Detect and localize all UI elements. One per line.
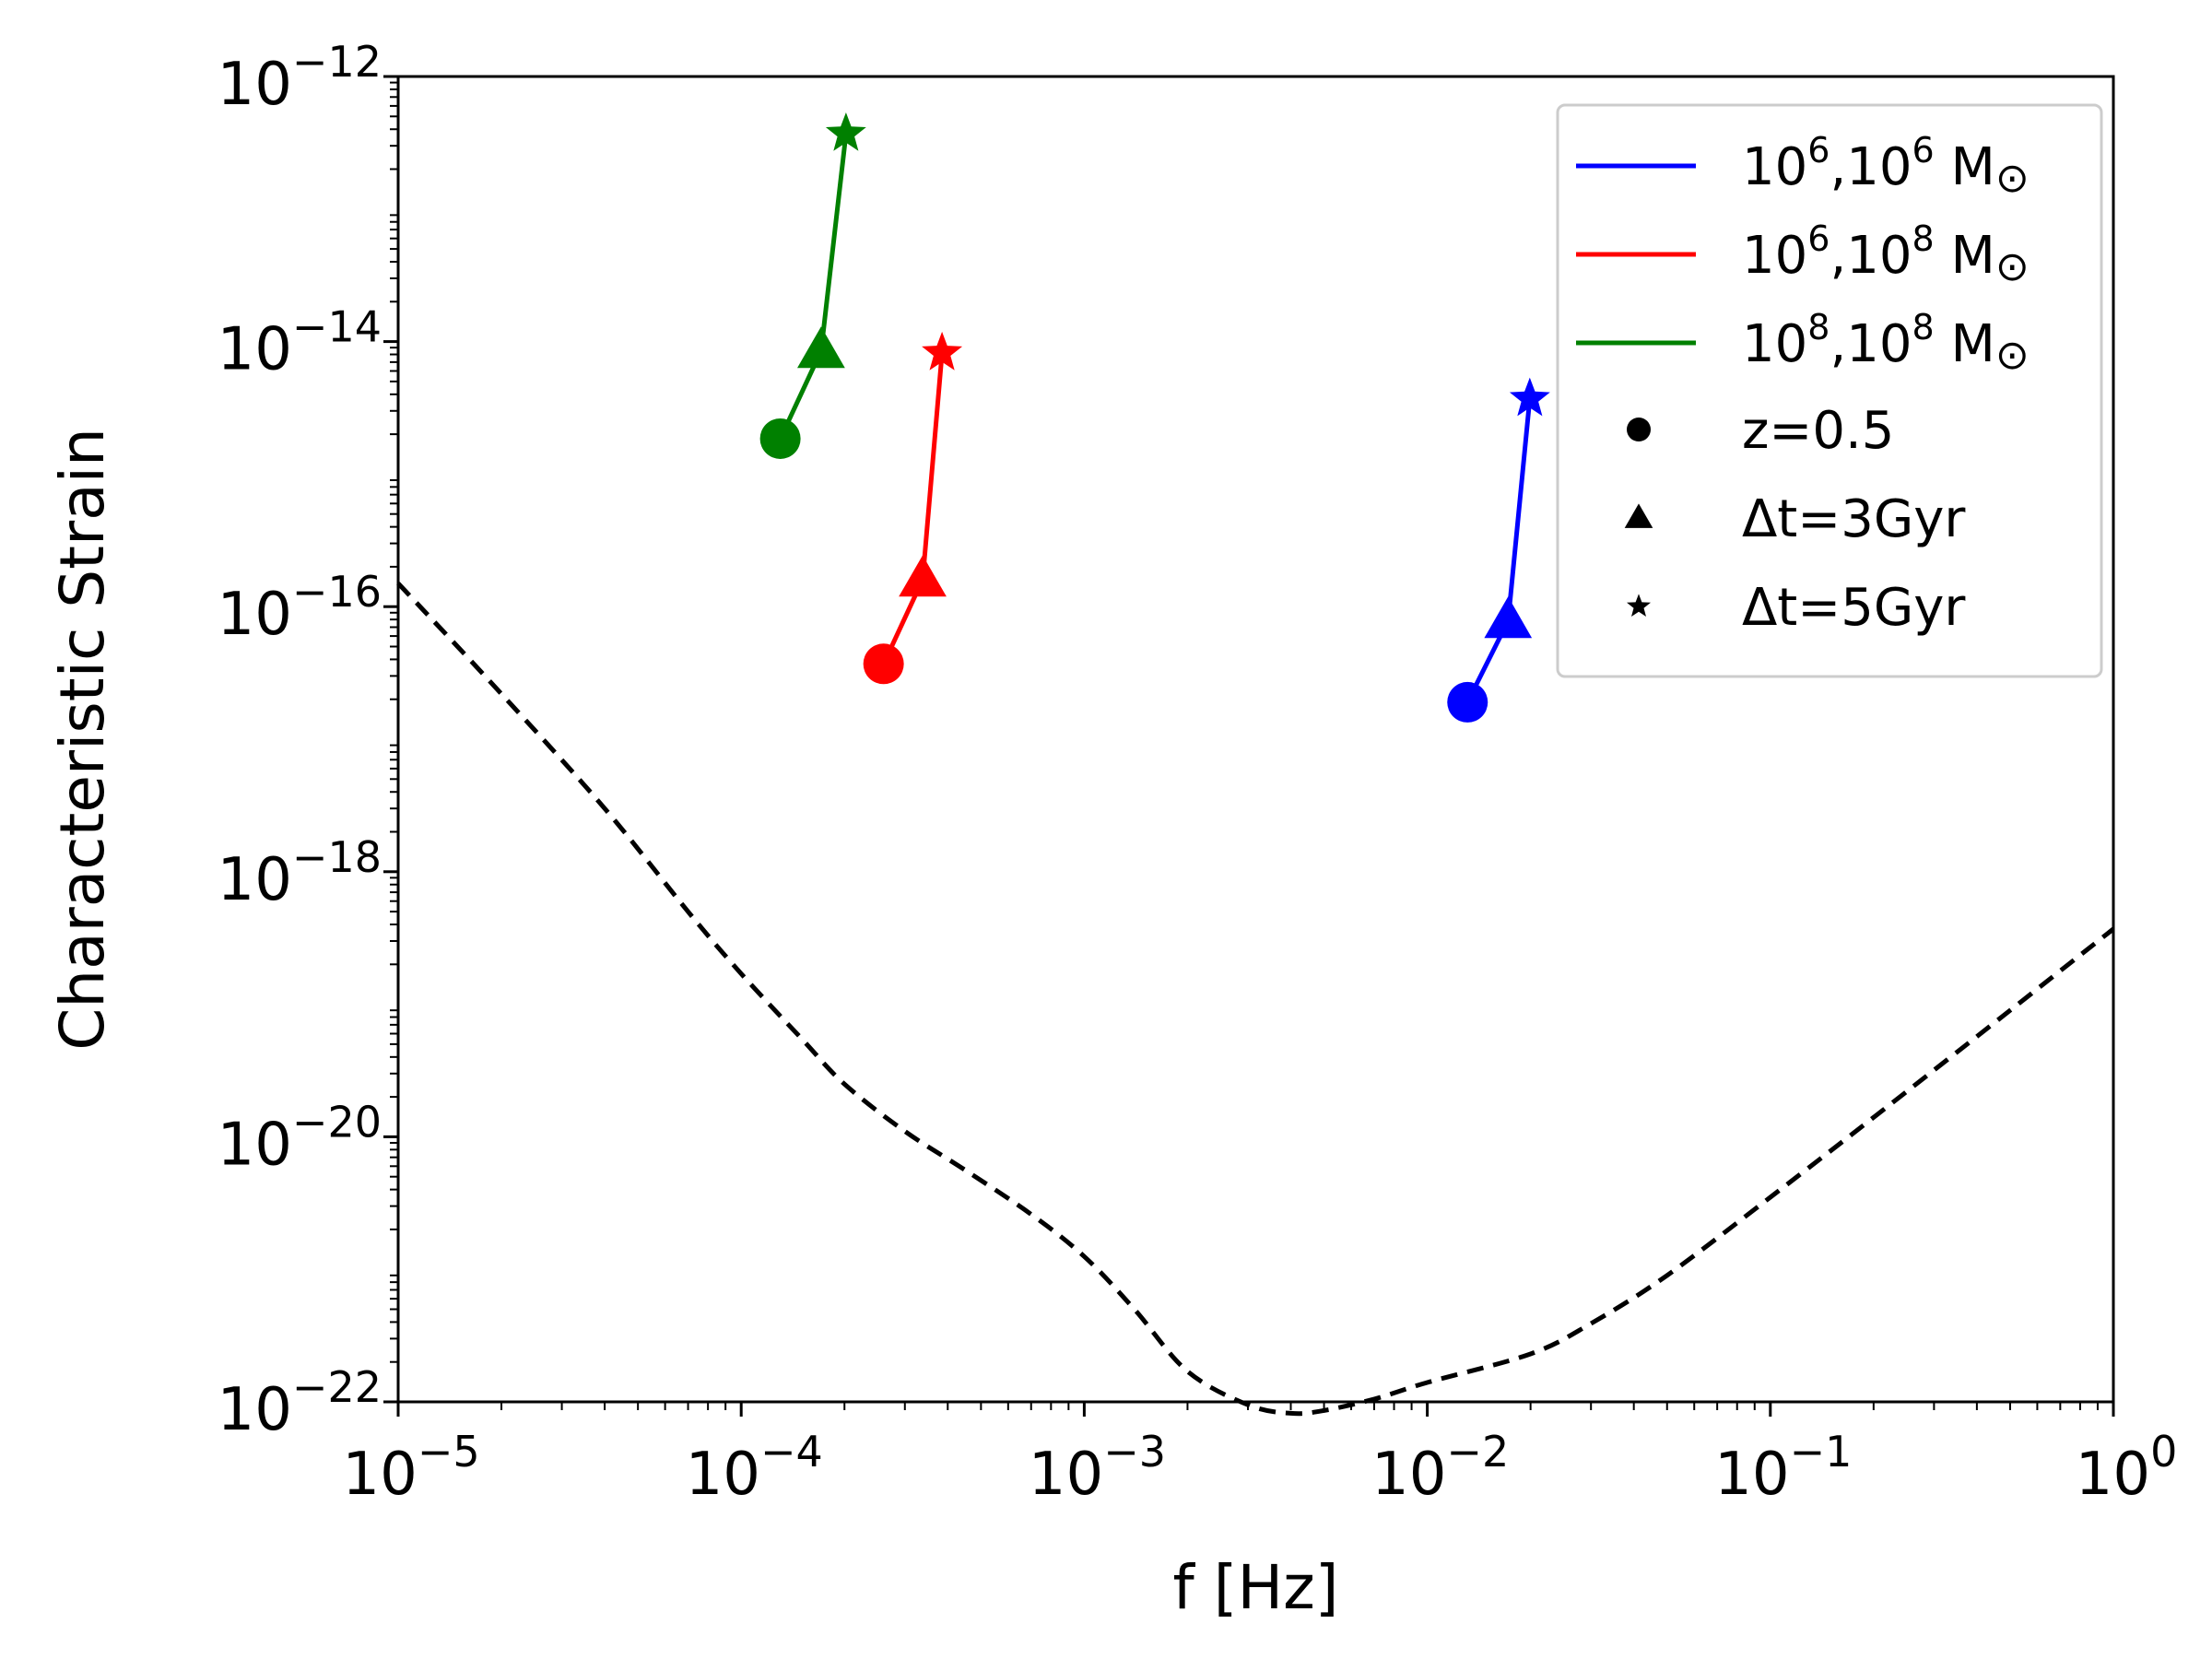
legend-label-part: ,10 xyxy=(1830,137,1912,197)
data-point-triangle xyxy=(797,326,845,369)
data-point-circle xyxy=(759,418,801,459)
x-tick-label-base: 10 xyxy=(342,1441,417,1509)
y-tick-label-exponent: −20 xyxy=(292,1097,382,1147)
legend-marker-triangle xyxy=(1624,503,1653,528)
legend-label-part: ⊙ xyxy=(1995,332,2030,379)
legend-label-part: ⊙ xyxy=(1995,243,2030,290)
major-ticks: 10−5 10−4 10−3 10−2 10−1 10010−2210−2010−1810… xyxy=(217,37,2177,1509)
legend-label-part: ,10 xyxy=(1830,314,1912,374)
legend-marker-circle xyxy=(1627,418,1651,441)
legend-label-part: 8 xyxy=(1912,307,1935,347)
x-tick-label-exponent: −1 xyxy=(1790,1427,1853,1477)
legend-label-part: M xyxy=(1935,137,1995,197)
legend-label: 108,108 M⊙ xyxy=(1742,307,2030,379)
y-axis-label: Characteristic Strain xyxy=(47,428,118,1051)
y-tick-label-exponent: −22 xyxy=(292,1362,382,1412)
legend-label-part: 6 xyxy=(1807,218,1830,259)
legend-label-part: 6 xyxy=(1807,130,1830,171)
legend-label-part: 8 xyxy=(1912,218,1935,259)
legend-label: z=0.5 xyxy=(1742,401,1894,461)
y-tick-label-base: 10 xyxy=(217,51,291,119)
legend-label-part: 10 xyxy=(1742,137,1807,197)
legend-label-part: ,10 xyxy=(1830,226,1912,286)
y-tick-label-exponent: −12 xyxy=(292,37,382,87)
x-tick-label-exponent: 0 xyxy=(2150,1427,2177,1477)
y-tick-label: 10−12 xyxy=(217,37,382,119)
x-tick-label-base: 10 xyxy=(686,1441,760,1509)
y-tick-label: 10−14 xyxy=(217,302,382,384)
x-tick-label: 10−3 xyxy=(1029,1427,1166,1509)
x-tick-label: 10−5 xyxy=(342,1427,479,1509)
y-tick-label-exponent: −18 xyxy=(292,832,382,882)
legend-label-part: ⊙ xyxy=(1995,155,2030,202)
y-tick-label-exponent: −14 xyxy=(292,302,382,352)
data-point-triangle xyxy=(899,555,947,597)
y-tick-label-base: 10 xyxy=(217,846,291,914)
legend-label-part: M xyxy=(1935,226,1995,286)
y-tick-label: 10−16 xyxy=(217,567,382,649)
y-tick-label: 10−22 xyxy=(217,1362,382,1444)
legend-label: 106,108 M⊙ xyxy=(1742,218,2030,290)
data-point-circle xyxy=(863,643,904,685)
x-tick-label-base: 10 xyxy=(1371,1441,1446,1509)
legend-label: Δt=5Gyr xyxy=(1742,578,1966,638)
axes-frame xyxy=(396,75,2115,1404)
series-3 xyxy=(759,112,866,459)
x-tick-label: 10−1 xyxy=(1714,1427,1852,1509)
series-1 xyxy=(1447,377,1550,723)
x-axis-label: f [Hz] xyxy=(1173,1552,1339,1623)
x-tick-label-exponent: −2 xyxy=(1446,1427,1509,1477)
data-point-circle xyxy=(1447,681,1488,723)
legend-marker-star xyxy=(1627,594,1651,617)
legend-label-part: 10 xyxy=(1742,226,1807,286)
x-tick-label: 100 xyxy=(2076,1427,2178,1509)
legend-label-part: 8 xyxy=(1807,307,1830,347)
data-point-triangle xyxy=(1484,596,1533,639)
data-point-star xyxy=(922,331,963,371)
x-tick-label-base: 10 xyxy=(1029,1441,1103,1509)
y-tick-label: 10−18 xyxy=(217,832,382,914)
x-tick-label-base: 10 xyxy=(1714,1441,1789,1509)
legend-label: 106,106 M⊙ xyxy=(1742,130,2030,202)
data-point-star xyxy=(825,112,866,151)
series-group xyxy=(759,112,1550,723)
x-tick-label: 10−2 xyxy=(1371,1427,1509,1509)
x-tick-label-exponent: −5 xyxy=(418,1427,480,1477)
legend-label-part: 6 xyxy=(1912,130,1935,171)
x-tick-label-exponent: −4 xyxy=(760,1427,823,1477)
x-tick-label-exponent: −3 xyxy=(1103,1427,1166,1477)
legend-label: Δt=3Gyr xyxy=(1742,489,1966,549)
data-point-star xyxy=(1509,377,1550,417)
legend-box xyxy=(1556,103,2103,678)
series-2 xyxy=(863,331,963,685)
y-tick-label-base: 10 xyxy=(217,316,291,384)
y-tick-label: 10−20 xyxy=(217,1097,382,1179)
y-tick-label-base: 10 xyxy=(217,1111,291,1179)
y-tick-label-base: 10 xyxy=(217,581,291,649)
legend-label-part: 10 xyxy=(1742,314,1807,374)
plot-area xyxy=(396,112,2115,1417)
x-tick-label-base: 10 xyxy=(2076,1441,2150,1509)
sensitivity-curve xyxy=(396,582,2115,1417)
y-tick-label-base: 10 xyxy=(217,1376,291,1444)
legend: 106,106 M⊙106,108 M⊙108,108 M⊙z=0.5Δt=3G… xyxy=(1556,103,2103,678)
legend-label-part: M xyxy=(1935,314,1995,374)
x-tick-label: 10−4 xyxy=(686,1427,823,1509)
y-tick-label-exponent: −16 xyxy=(292,567,382,617)
